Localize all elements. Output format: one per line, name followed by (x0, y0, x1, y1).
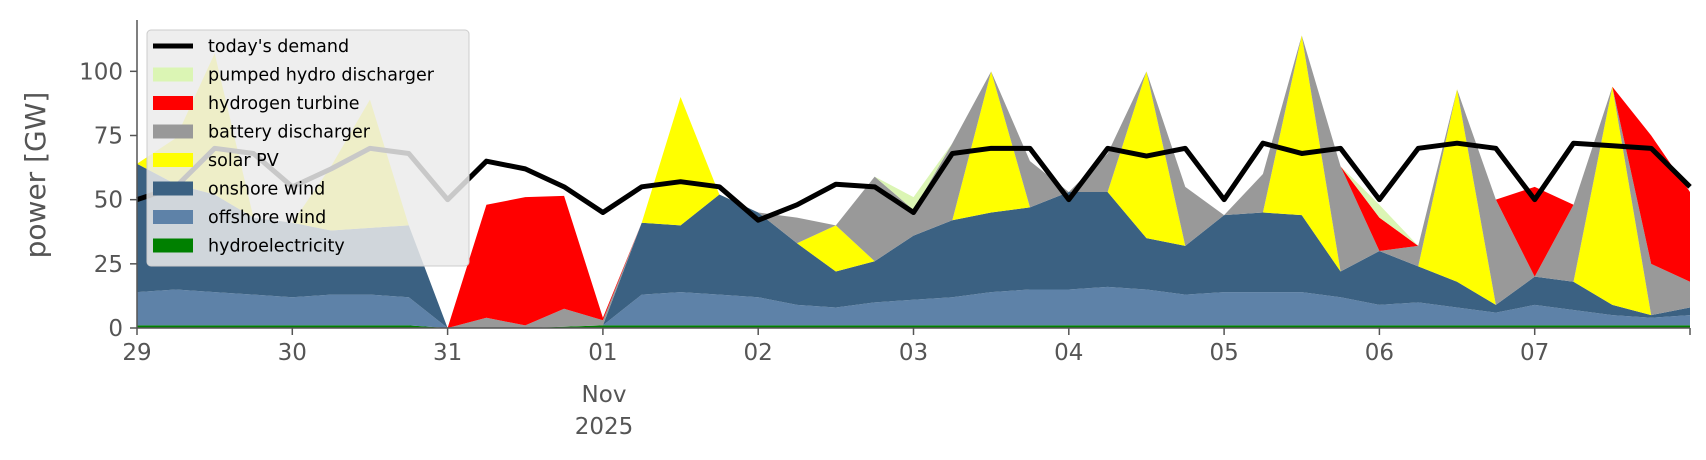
legend-label: pumped hydro discharger (208, 66, 435, 86)
y-axis-label: power [GW] (19, 92, 52, 259)
legend-label: solar PV (208, 151, 279, 171)
legend-label: battery discharger (208, 123, 371, 143)
x-tick-label: 03 (899, 340, 928, 366)
area-offshore-wind (137, 286, 1690, 328)
legend-swatch (153, 96, 193, 110)
legend-swatch (153, 124, 193, 139)
x-tick-sub-month: Nov (582, 382, 627, 408)
legend-label: today's demand (208, 37, 349, 57)
y-ticks: 0 25 50 75 100 (79, 59, 137, 342)
x-tick-sub-year: 2025 (575, 414, 634, 440)
y-tick-label: 0 (108, 316, 123, 342)
y-tick-label: 25 (94, 252, 123, 278)
legend-items: today's demand pumped hydro discharger hyd… (153, 37, 435, 257)
x-tick-label: 30 (278, 340, 307, 366)
axes: 29 30 31 01 02 03 04 05 06 07 0 25 50 75 100 Nov 2025… (19, 20, 1691, 440)
legend-swatch (153, 210, 193, 224)
y-tick-label: 50 (94, 188, 123, 214)
area-solar-pv (137, 35, 1690, 329)
x-ticks: 29 30 31 01 02 03 04 05 06 07 (122, 328, 1691, 366)
x-tick-label: 06 (1365, 340, 1394, 366)
area-hydrogen-turbine (137, 35, 1690, 329)
legend-label: onshore wind (208, 180, 325, 200)
legend-swatch (153, 238, 193, 253)
legend-swatch (153, 181, 193, 196)
area-onshore-wind (137, 163, 1690, 328)
legend-box (146, 29, 470, 267)
x-tick-label: 05 (1209, 340, 1238, 366)
legend-label: hydroelectricity (208, 237, 345, 257)
y-tick-label: 100 (79, 59, 123, 85)
legend-swatch (153, 153, 193, 167)
x-tick-label: 29 (122, 340, 151, 366)
x-tick-label: 07 (1520, 340, 1549, 366)
x-tick-label: 04 (1054, 340, 1083, 366)
legend: today's demand pumped hydro discharger hyd… (146, 29, 470, 267)
x-tick-label: 01 (588, 340, 617, 366)
x-tick-label: 02 (744, 340, 773, 366)
legend-swatch (153, 67, 193, 82)
legend-label: offshore wind (208, 208, 326, 228)
y-tick-label: 75 (94, 124, 123, 150)
x-tick-label: 31 (433, 340, 462, 366)
legend-label: hydrogen turbine (208, 94, 360, 114)
